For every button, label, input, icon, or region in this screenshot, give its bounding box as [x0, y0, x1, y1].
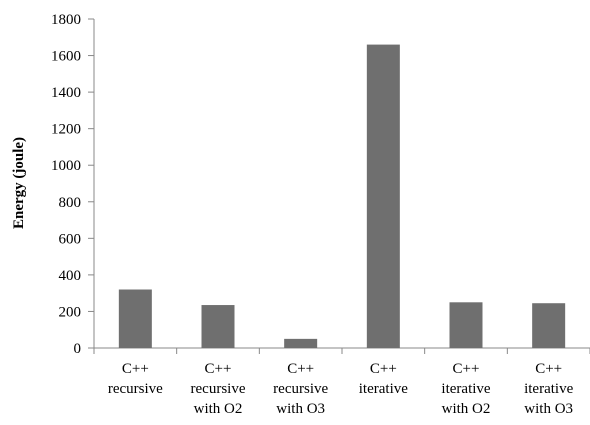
y-tick-label: 1800 [51, 12, 81, 28]
category-label-line: iterative [441, 381, 490, 397]
category-label: C++ recursive [108, 361, 163, 397]
category-label-line: C++ [535, 361, 562, 377]
category-label-line: with O3 [524, 401, 573, 417]
x-axis-labels: C++ recursive C++ recursive with O2 C++ recurs… [108, 361, 574, 417]
category-label-line: recursive [108, 381, 163, 397]
category-label-line: C++ [370, 361, 397, 377]
bar [449, 302, 483, 348]
y-tick-label: 400 [59, 268, 82, 284]
category-label-line: C++ [287, 361, 314, 377]
category-label-line: C++ [122, 361, 149, 377]
y-axis-title-group: Energy (joule) [11, 137, 27, 229]
category-label-line: with O2 [442, 401, 491, 417]
bar [284, 338, 318, 348]
y-tick-label: 1000 [51, 158, 81, 174]
category-label: C++ iterative [359, 361, 408, 397]
category-label-line: with O3 [276, 401, 325, 417]
y-tick-label: 200 [59, 304, 82, 320]
bar [366, 44, 400, 348]
category-label: C++ recursive with O2 [191, 361, 246, 417]
category-label-line: with O2 [194, 401, 243, 417]
y-tick-label: 800 [59, 195, 82, 211]
category-label-line: recursive [191, 381, 246, 397]
category-label-line: iterative [524, 381, 573, 397]
y-axis-ticks: 0 200 400 600 800 1000 1200 1400 1600 1800 [51, 12, 94, 357]
category-label-line: C++ [205, 361, 232, 377]
bar [201, 305, 235, 348]
category-label: C++ recursive with O3 [273, 361, 328, 417]
bar [532, 303, 566, 348]
y-tick-label: 600 [59, 231, 82, 247]
y-tick-label: 1600 [51, 49, 81, 65]
bars [118, 44, 566, 348]
category-label-line: C++ [453, 361, 480, 377]
y-tick-label: 0 [74, 341, 82, 357]
bar [118, 289, 152, 348]
category-label: C++ iterative with O3 [524, 361, 573, 417]
y-axis-title: Energy (joule) [11, 137, 27, 229]
category-label-line: iterative [359, 381, 408, 397]
category-label-line: recursive [273, 381, 328, 397]
axes [93, 19, 590, 354]
y-tick-label: 1200 [51, 122, 81, 138]
category-label: C++ iterative with O2 [441, 361, 490, 417]
y-tick-label: 1400 [51, 85, 81, 101]
